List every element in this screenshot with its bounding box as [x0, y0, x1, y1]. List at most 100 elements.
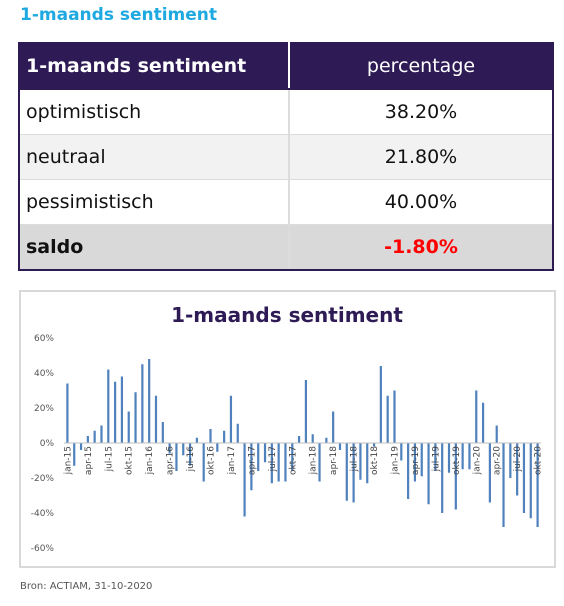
chart-bar [100, 425, 103, 443]
x-tick-label: jul-16 [186, 446, 196, 473]
chart-bar [66, 383, 69, 443]
chart-bar [93, 430, 96, 443]
header-percentage: percentage [288, 42, 554, 90]
chart-bar [434, 443, 437, 471]
chart-bar [127, 411, 130, 443]
chart-bar [400, 443, 403, 461]
chart-bar [175, 443, 178, 471]
chart-bar [468, 443, 471, 470]
x-tick-label: okt-18 [370, 446, 380, 475]
chart-bar [120, 376, 124, 443]
chart-bar [243, 443, 246, 517]
x-tick-label: jan-15 [63, 446, 73, 475]
table-row-optimistisch: optimistisch 38.20% [18, 88, 554, 135]
chart-bar [359, 443, 362, 480]
y-tick-label: 60% [34, 334, 54, 344]
x-tick-label: jan-17 [227, 446, 237, 475]
chart-bar [223, 430, 226, 443]
chart-bar [447, 443, 451, 473]
chart-bar [73, 443, 76, 466]
chart-bar [536, 443, 539, 527]
chart-bar [413, 443, 417, 482]
chart-bar [516, 443, 519, 496]
x-tick-label: jan-19 [390, 446, 400, 476]
x-tick-label: jan-18 [309, 446, 319, 476]
chart-bar [325, 437, 328, 443]
chart-bar [366, 443, 369, 484]
chart-bar [420, 443, 423, 477]
table-header-row: 1-maands sentiment percentage [18, 42, 554, 90]
chart-bar [461, 443, 464, 470]
y-tick-label: -60% [31, 544, 55, 554]
x-tick-label: jul-15 [104, 446, 114, 472]
table-row-pessimistisch: pessimistisch 40.00% [18, 179, 554, 225]
chart-bar [502, 443, 505, 527]
x-tick-label: jul-17 [268, 446, 278, 472]
chart-bar [134, 392, 137, 443]
x-tick-label: apr-20 [493, 446, 503, 475]
x-tick-label: jan-16 [145, 446, 155, 476]
chart-bar [277, 443, 280, 482]
bar-series [66, 359, 539, 527]
table-row-neutraal: neutraal 21.80% [18, 134, 554, 180]
chart-bar [284, 443, 287, 482]
x-tick-label: okt-16 [207, 446, 217, 475]
chart-bar [297, 436, 301, 443]
row-value: 21.80% [288, 134, 554, 180]
chart-bar [509, 443, 512, 478]
chart-bar [86, 436, 89, 443]
chart-bar [216, 443, 219, 452]
x-tick-label: jan-20 [472, 446, 482, 476]
chart-canvas: 1-maands sentiment 60% 40% 20% 0% -20% -40% -6… [31, 303, 544, 554]
x-tick-label: okt-17 [288, 446, 298, 475]
chart-bar [454, 443, 457, 510]
chart-bar [257, 443, 260, 471]
chart-bar [372, 443, 376, 447]
chart-bar [495, 425, 498, 443]
row-label: saldo [18, 224, 290, 271]
chart-bar [481, 402, 485, 443]
row-label: pessimistisch [18, 179, 290, 225]
x-tick-label: okt-19 [452, 446, 462, 475]
chart-bar [318, 443, 321, 482]
header-sentiment: 1-maands sentiment [18, 42, 290, 90]
chart-bar [529, 443, 532, 519]
row-label: optimistisch [18, 88, 290, 135]
x-tick-label: okt-20 [534, 446, 544, 475]
chart-bar [114, 381, 117, 443]
chart-bar [188, 443, 192, 466]
chart-bar [168, 443, 171, 454]
y-tick-label: -20% [31, 474, 55, 484]
chart-bar [79, 443, 83, 450]
row-label: neutraal [18, 134, 290, 180]
chart-bar [195, 437, 198, 443]
y-tick-label: 20% [34, 404, 54, 414]
chart-bar [229, 395, 233, 443]
chart-bar [379, 366, 382, 443]
chart-bar [338, 443, 342, 450]
chart-bar [209, 429, 212, 443]
table-row-saldo: saldo -1.80% [18, 224, 554, 271]
chart-title: 1-maands sentiment [171, 303, 403, 327]
chart-bar [202, 443, 205, 482]
chart-bar [345, 443, 348, 501]
y-tick-label: -40% [31, 509, 55, 519]
chart-bar [154, 395, 158, 443]
chart-bar [236, 423, 239, 443]
chart-bar [393, 390, 396, 443]
row-value: 38.20% [288, 88, 554, 135]
chart-bar [107, 369, 110, 443]
chart-bar [270, 443, 273, 484]
chart-bar [304, 380, 308, 443]
x-tick-label: okt-15 [125, 446, 135, 475]
chart-bar [352, 443, 355, 503]
x-tick-label: jul-19 [431, 446, 441, 473]
chart-bar [311, 434, 314, 443]
chart-bar [161, 422, 164, 443]
y-tick-label: 0% [40, 439, 55, 449]
chart-bar [441, 443, 444, 513]
x-tick-label: apr-16 [166, 446, 176, 475]
chart-bar [263, 443, 267, 463]
row-value: 40.00% [288, 179, 554, 225]
sentiment-chart: 1-maands sentiment 60% 40% 20% 0% -20% -40% -6… [19, 290, 556, 568]
